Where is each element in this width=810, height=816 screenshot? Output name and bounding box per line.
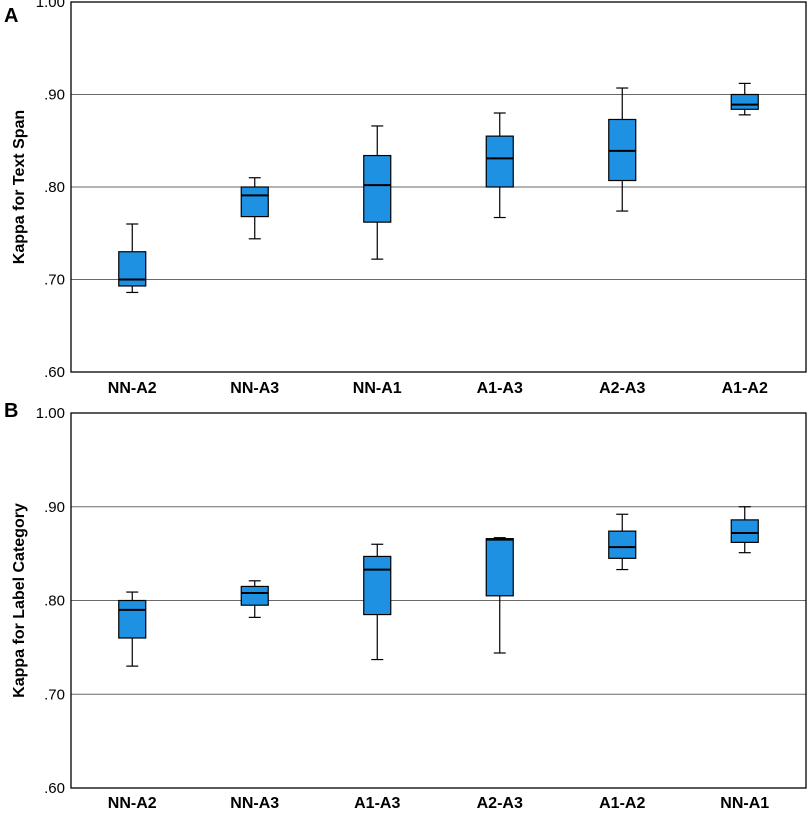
panel-letter-a: A <box>4 5 18 27</box>
iqr-box <box>730 519 759 543</box>
category-label-b-0: NN-A2 <box>108 795 157 812</box>
plot-frame-a <box>70 1 807 373</box>
category-label-b-4: A1-A2 <box>599 795 645 812</box>
iqr-box <box>118 251 147 287</box>
iqr-box <box>730 93 759 110</box>
category-label-a-4: A2-A3 <box>599 380 645 397</box>
iqr-box <box>363 555 392 616</box>
ytick-label-b-1: .70 <box>44 686 65 703</box>
iqr-box <box>240 585 269 606</box>
boxplot-a-a1-a3 <box>485 112 514 219</box>
boxplot-b-a1-a3 <box>363 543 392 661</box>
category-label-a-1: NN-A3 <box>230 380 279 397</box>
iqr-box <box>118 599 147 639</box>
category-label-a-2: NN-A1 <box>353 380 402 397</box>
category-label-b-2: A1-A3 <box>354 795 400 812</box>
boxplot-b-nn-a1 <box>730 506 759 554</box>
plot-frame-b <box>70 412 807 789</box>
boxplot-a-a1-a2 <box>730 82 759 116</box>
boxplot-b-a2-a3 <box>485 537 514 654</box>
boxplot-a-nn-a3 <box>240 177 269 240</box>
ytick-label-a-1: .70 <box>44 272 65 289</box>
category-label-a-5: A1-A2 <box>722 380 768 397</box>
boxplot-b-nn-a3 <box>240 580 269 618</box>
iqr-box <box>240 186 269 218</box>
ytick-label-a-2: .80 <box>44 179 65 196</box>
iqr-box <box>485 135 514 188</box>
boxplot-b-a1-a2 <box>608 513 637 571</box>
iqr-box <box>608 530 637 559</box>
ytick-label-b-0: .60 <box>44 780 65 797</box>
ytick-label-a-3: .90 <box>44 87 65 104</box>
ytick-label-a-0: .60 <box>44 364 65 381</box>
y-axis-title-b: Kappa for Label Category <box>11 503 28 698</box>
boxplot-a-a2-a3 <box>608 87 637 212</box>
ytick-label-b-2: .80 <box>44 593 65 610</box>
category-label-b-5: NN-A1 <box>720 795 769 812</box>
panel-b: B .60 .70 .80 .90 1.00 Kappa for Label Categor… <box>4 400 807 812</box>
iqr-box <box>363 154 392 223</box>
category-label-a-3: A1-A3 <box>477 380 523 397</box>
boxplot-a-nn-a1 <box>363 125 392 260</box>
category-label-b-3: A2-A3 <box>477 795 523 812</box>
ytick-label-b-3: .90 <box>44 499 65 516</box>
panel-letter-b: B <box>4 400 18 422</box>
ytick-label-a-4: 1.00 <box>36 0 65 11</box>
y-axis-title-a: Kappa for Text Span <box>11 110 28 264</box>
panel-a: A .60 .70 .80 .90 1.00 Kappa for Text Span NN-A… <box>4 0 807 397</box>
category-label-a-0: NN-A2 <box>108 380 157 397</box>
ytick-label-b-4: 1.00 <box>36 405 65 422</box>
category-label-b-1: NN-A3 <box>230 795 279 812</box>
boxplot-b-nn-a2 <box>118 591 147 667</box>
boxplot-a-nn-a2 <box>118 223 147 294</box>
iqr-box <box>485 538 514 597</box>
